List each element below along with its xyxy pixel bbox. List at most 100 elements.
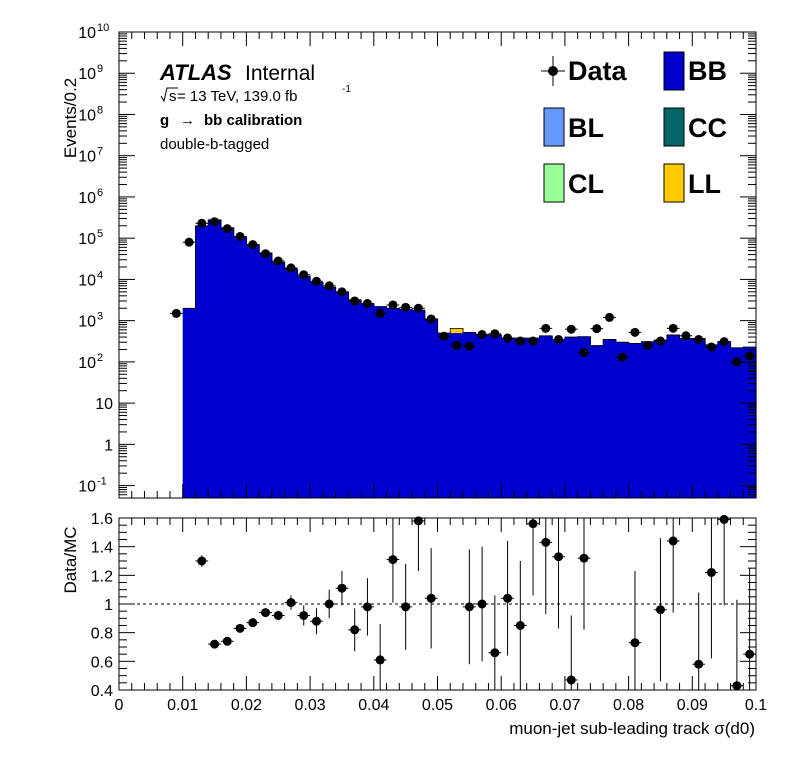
- data-point: [643, 340, 653, 350]
- data-point: [464, 341, 474, 351]
- bb-bar: [641, 341, 655, 498]
- data-point: [592, 324, 602, 334]
- ratio-point: [719, 514, 729, 524]
- bb-bar: [437, 333, 451, 498]
- y-tick-label: 10: [95, 396, 113, 413]
- ratio-point: [668, 536, 678, 546]
- data-point: [541, 323, 551, 333]
- bb-bar: [412, 310, 426, 498]
- data-point: [503, 333, 513, 343]
- y-tick-exponent: 10: [97, 22, 109, 34]
- bb-bar: [310, 282, 324, 498]
- data-point: [579, 347, 589, 357]
- data-point: [413, 303, 423, 313]
- data-point: [566, 324, 576, 334]
- energy-sqrt-s: s: [169, 88, 177, 105]
- data-point: [655, 336, 665, 346]
- ratio-point: [579, 553, 589, 563]
- process-g: g: [160, 112, 169, 129]
- data-point: [630, 327, 640, 337]
- ratio-y-tick-label: 0.4: [91, 683, 113, 700]
- y-tick-label: 10: [78, 107, 96, 124]
- ratio-point: [413, 516, 423, 526]
- bb-bar: [513, 337, 528, 498]
- ratio-point: [388, 555, 398, 565]
- ll-bar: [450, 328, 464, 334]
- ratio-point: [401, 602, 411, 612]
- data-point: [668, 323, 678, 333]
- bb-bar: [615, 342, 630, 498]
- bb-bar: [246, 244, 260, 498]
- ratio-point: [732, 681, 742, 691]
- bb-bar: [564, 337, 579, 498]
- ratio-point: [197, 556, 207, 566]
- process-arrow: →: [180, 112, 195, 129]
- x-tick-label: 0.01: [167, 697, 198, 714]
- ratio-point: [299, 610, 309, 620]
- bb-bar: [488, 334, 502, 498]
- y-tick-exponent: 3: [97, 311, 103, 323]
- data-point: [554, 334, 564, 344]
- ratio-x-tick-labels: 0 0.01 0.02 0.03 0.04 0.05 0.06 0.07 0.08 0.09 0.1: [115, 697, 768, 714]
- data-point: [617, 352, 627, 362]
- data-point: [604, 312, 614, 322]
- y-tick-exponent: 8: [97, 104, 103, 116]
- data-points: [169, 217, 756, 367]
- bb-bar: [208, 219, 222, 499]
- ratio-point: [311, 616, 321, 626]
- ratio-point: [222, 636, 232, 646]
- ratio-point: [464, 602, 474, 612]
- legend-swatch-bl: [543, 107, 565, 147]
- ratio-y-tick-label: 1.4: [91, 540, 113, 557]
- x-tick-label: 0.05: [422, 697, 453, 714]
- data-point: [222, 224, 232, 234]
- ratio-y-axis-label: Data/MC: [61, 526, 80, 593]
- ratio-point: [566, 675, 576, 685]
- stacked-histogram: [182, 219, 757, 499]
- bb-bar: [679, 338, 693, 498]
- y-tick-exponent: 2: [97, 352, 103, 364]
- data-point: [261, 249, 271, 259]
- y-tick-label: 10: [78, 25, 96, 42]
- x-tick-label: 0.02: [231, 697, 262, 714]
- legend-swatch-cl: [543, 163, 565, 203]
- x-tick-label: 0.09: [677, 697, 708, 714]
- x-tick-label: 0.1: [745, 697, 767, 714]
- bb-bar: [539, 335, 553, 498]
- ratio-y-tick-label: 1.2: [91, 568, 113, 585]
- main-y-axis-label: Events/0.2: [61, 78, 80, 158]
- data-point: [732, 357, 742, 367]
- bb-bar: [590, 345, 604, 498]
- data-point: [719, 337, 729, 347]
- ratio-y-tick-label: 1: [104, 597, 113, 614]
- ratio-point: [426, 593, 436, 603]
- bb-bar: [730, 347, 744, 498]
- legend: Data BB BL CC CL LL: [541, 51, 727, 203]
- data-point: [362, 299, 372, 309]
- ratio-point: [630, 638, 640, 648]
- bb-bar: [322, 287, 337, 498]
- y-tick-exponent: 6: [97, 187, 103, 199]
- y-tick-exponent: 7: [97, 146, 103, 158]
- ratio-point: [286, 598, 296, 608]
- x-tick-label: 0.04: [358, 697, 389, 714]
- data-point: [311, 276, 321, 286]
- legend-label-bl: BL: [568, 113, 604, 143]
- ratio-point: [477, 599, 487, 609]
- y-tick-label: 10: [78, 149, 96, 166]
- ratio-y-tick-label: 0.8: [91, 626, 113, 643]
- data-point: [324, 281, 334, 291]
- y-tick-exponent: -1: [97, 476, 107, 488]
- y-tick-label: 10: [78, 272, 96, 289]
- data-point: [528, 336, 538, 346]
- ratio-y-tick-label: 1.6: [91, 511, 113, 528]
- y-tick-exponent: 4: [97, 269, 103, 281]
- y-tick-label: 10: [78, 231, 96, 248]
- ratio-point: [503, 593, 513, 603]
- energy-exponent: -1: [342, 84, 351, 95]
- bb-bar: [692, 338, 706, 498]
- bb-bar: [297, 276, 311, 498]
- x-axis-label: muon-jet sub-leading track σ(d0): [509, 719, 755, 738]
- y-tick-exponent: 5: [97, 228, 103, 240]
